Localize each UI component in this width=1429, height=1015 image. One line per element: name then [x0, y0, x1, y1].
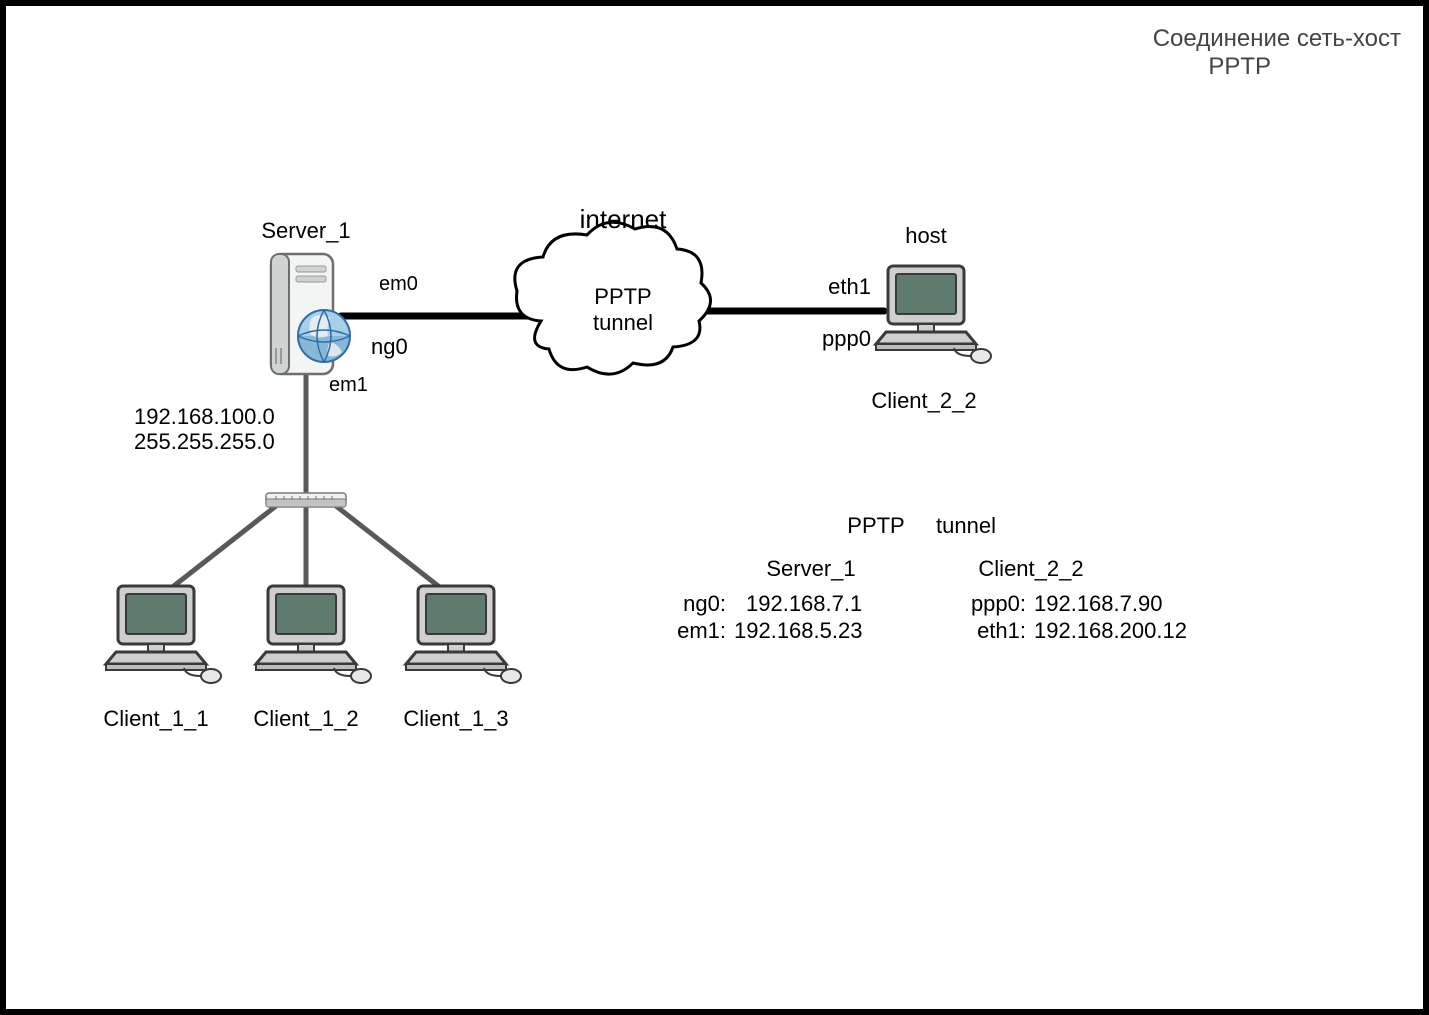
- diagram-canvas: Соединение сеть-хост PPTP Server_1 em0 n…: [6, 6, 1423, 1009]
- table-server-row0-if: ng0:: [683, 591, 726, 616]
- diagram-frame: Соединение сеть-хост PPTP Server_1 em0 n…: [0, 0, 1429, 1015]
- server-iface-em1: em1: [329, 374, 368, 396]
- host-iface-eth1: eth1: [828, 274, 871, 299]
- table-client-title: Client_2_2: [978, 556, 1083, 581]
- title-line2: PPTP: [1208, 53, 1271, 80]
- table-client-row0-if: ppp0:: [971, 591, 1026, 616]
- client-1-1: [106, 586, 221, 683]
- server-node: [271, 254, 350, 374]
- server-iface-ng0: ng0: [371, 334, 408, 359]
- host-iface-ppp0: ppp0: [822, 326, 871, 351]
- switch-node: [266, 493, 346, 507]
- host-node: [876, 266, 991, 363]
- table-server-row0-ip: 192.168.7.1: [746, 591, 862, 616]
- title-line1: Соединение сеть-хост: [1153, 25, 1401, 52]
- client-1-2-label: Client_1_2: [253, 706, 358, 731]
- edge-switch-client3: [336, 506, 451, 596]
- edge-switch-client1: [161, 506, 276, 596]
- client-1-3-label: Client_1_3: [403, 706, 508, 731]
- table-client-row1-if: eth1:: [977, 618, 1026, 643]
- cloud-label-line2: tunnel: [593, 310, 653, 335]
- subnet-network: 192.168.100.0: [134, 404, 275, 429]
- host-label-below: Client_2_2: [871, 388, 976, 413]
- client-1-2: [256, 586, 371, 683]
- table-header-r: tunnel: [936, 513, 996, 538]
- table-server-title: Server_1: [766, 556, 855, 581]
- client-1-3: [406, 586, 521, 683]
- globe-icon: [298, 310, 350, 362]
- server-label: Server_1: [261, 218, 350, 243]
- client-1-1-label: Client_1_1: [103, 706, 208, 731]
- table-client-row0-ip: 192.168.7.90: [1034, 591, 1162, 616]
- table-header-l: PPTP: [847, 513, 904, 538]
- table-client-row1-ip: 192.168.200.12: [1034, 618, 1187, 643]
- cloud-label-line1: PPTP: [594, 284, 651, 309]
- server-iface-em0: em0: [379, 273, 418, 295]
- host-label-above: host: [905, 223, 947, 248]
- table-server-row1-ip: 192.168.5.23: [734, 618, 862, 643]
- cloud-label-above: internet: [580, 204, 667, 234]
- subnet-mask: 255.255.255.0: [134, 429, 275, 454]
- table-server-row1-if: em1:: [677, 618, 726, 643]
